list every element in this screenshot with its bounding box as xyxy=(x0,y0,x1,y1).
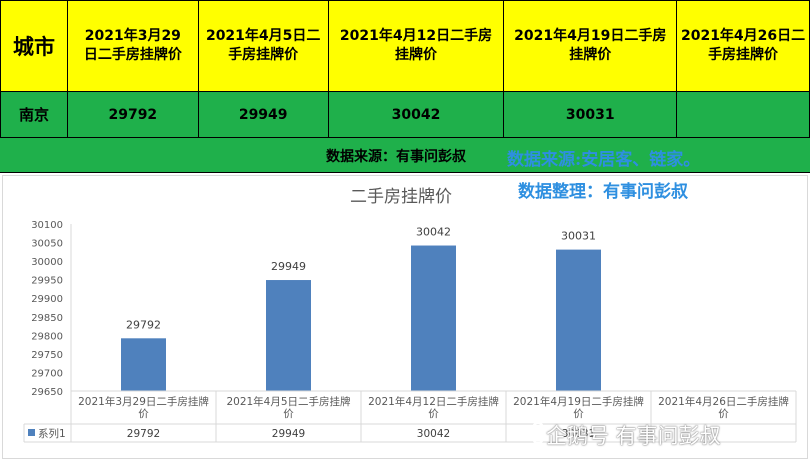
table-value: 29949 xyxy=(272,428,305,440)
x-tick-label: 2021年4月26日二手房挂牌价 xyxy=(658,395,789,420)
y-tick-label: 29700 xyxy=(31,368,63,379)
date-header-2: 2021年4月5日二手房挂牌价 xyxy=(197,0,329,92)
x-tick-label: 2021年4月19日二手房挂牌价 xyxy=(513,395,644,420)
x-tick-label: 2021年4月5日二手房挂牌价 xyxy=(226,395,351,420)
price-table: 城市 2021年3月29日二手房挂牌价 2021年4月5日二手房挂牌价 2021… xyxy=(0,0,810,138)
data-label: 29792 xyxy=(126,318,161,331)
source-bar: 数据来源：有事问彭叔 数据来源:安居客、链家。 xyxy=(0,137,810,173)
table-header-row: 城市 2021年3月29日二手房挂牌价 2021年4月5日二手房挂牌价 2021… xyxy=(0,0,810,92)
value-cell xyxy=(676,91,810,138)
bar xyxy=(556,249,601,391)
y-tick-label: 29800 xyxy=(31,331,63,342)
city-header: 城市 xyxy=(0,0,68,92)
bar xyxy=(411,245,456,391)
table-value: 30042 xyxy=(417,428,450,440)
penguin-icon xyxy=(530,422,546,444)
x-tick-label: 2021年3月29日二手房挂牌价 xyxy=(78,395,209,420)
table-value: 30031 xyxy=(562,428,595,440)
source-note: 数据来源：有事问彭叔 xyxy=(326,149,466,165)
legend-swatch xyxy=(28,429,35,436)
data-label: 29949 xyxy=(271,260,306,273)
organizer-overlay: 数据整理：有事问彭叔 xyxy=(518,182,688,202)
value-cell: 30042 xyxy=(327,91,505,138)
x-tick-label: 2021年4月12日二手房挂牌价 xyxy=(368,395,499,420)
value-cell: 29792 xyxy=(66,91,199,138)
chart-title: 二手房挂牌价 xyxy=(350,187,452,207)
source-overlay: 数据来源:安居客、链家。 xyxy=(507,150,701,170)
date-header-3: 2021年4月12日二手房挂牌价 xyxy=(327,0,505,92)
bar xyxy=(266,280,311,391)
y-tick-label: 29950 xyxy=(31,276,63,287)
data-label: 30031 xyxy=(561,230,596,243)
table-row: 南京 29792 29949 30042 30031 xyxy=(0,91,810,138)
y-tick-label: 30050 xyxy=(31,239,63,250)
table-value: 29792 xyxy=(127,428,160,440)
y-tick-label: 29650 xyxy=(31,387,63,398)
data-label: 30042 xyxy=(416,226,451,239)
bar xyxy=(121,338,166,391)
city-cell: 南京 xyxy=(0,91,68,138)
watermark: 企鹅号 有事问彭叔 xyxy=(546,424,721,448)
y-tick-label: 29900 xyxy=(31,294,63,305)
y-tick-label: 30000 xyxy=(31,257,63,268)
value-cell: 30031 xyxy=(503,91,678,138)
y-tick-label: 29850 xyxy=(31,313,63,324)
date-header-1: 2021年3月29日二手房挂牌价 xyxy=(66,0,199,92)
y-tick-label: 29750 xyxy=(31,350,63,361)
y-tick-label: 30100 xyxy=(31,220,63,231)
chart-frame xyxy=(2,175,808,459)
legend-label: 系列1 xyxy=(38,427,66,440)
date-header-5: 2021年4月26日二手房挂牌价 xyxy=(676,0,810,92)
